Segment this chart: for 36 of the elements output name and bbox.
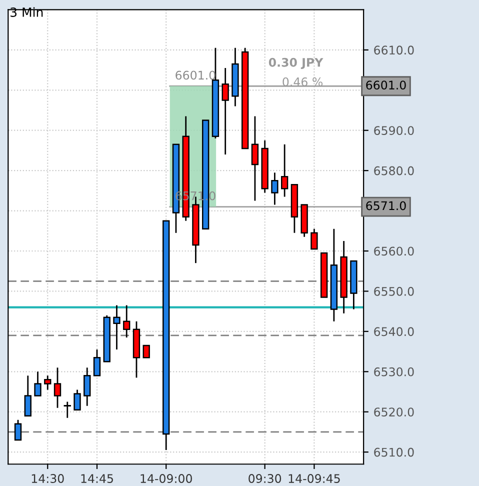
y-tick-label: 6560.0 bbox=[374, 246, 414, 256]
chart-title: 3 Min bbox=[10, 7, 43, 17]
y-tick-label: 6520.0 bbox=[374, 408, 414, 417]
y-tick-label: 6590.0 bbox=[374, 126, 414, 136]
y-tick-label: 6510.0 bbox=[374, 448, 414, 457]
x-tick-label: 14:45 bbox=[81, 474, 113, 483]
candlestick bbox=[93, 348, 101, 376]
candlestick bbox=[14, 419, 22, 441]
y-tick-label: 6540.0 bbox=[374, 327, 414, 336]
candlestick bbox=[113, 304, 120, 350]
candlestick bbox=[24, 374, 32, 417]
x-tick-label: 14-09:45 bbox=[288, 474, 340, 483]
candlestick bbox=[123, 304, 130, 338]
candlestick bbox=[251, 116, 259, 202]
candlestick bbox=[271, 172, 278, 206]
candlestick bbox=[280, 144, 288, 198]
y-tick-label: 6550.0 bbox=[374, 286, 414, 296]
candlestick bbox=[54, 366, 62, 409]
candlestick bbox=[44, 374, 52, 390]
y-tick-label: 6610.0 bbox=[374, 46, 414, 55]
x-tick-label: 14:30 bbox=[32, 474, 64, 483]
candlestick bbox=[142, 344, 150, 358]
ref-line-label: 6571.0 bbox=[366, 201, 406, 210]
candlestick bbox=[222, 67, 229, 156]
candlestick bbox=[74, 389, 81, 411]
ref-line-label: 6601.0 bbox=[366, 80, 406, 90]
x-tick-label: 14-09:00 bbox=[140, 474, 192, 483]
annotation: 0.30 JPY bbox=[268, 58, 324, 70]
x-tick-label: 09:30 bbox=[248, 474, 282, 483]
y-tick-label: 6530.0 bbox=[374, 367, 414, 376]
candlestick bbox=[310, 228, 318, 250]
y-tick-label: 6580.0 bbox=[374, 166, 414, 176]
annotation: 0.46 % bbox=[282, 77, 323, 86]
candlestick bbox=[34, 370, 42, 396]
candlestick bbox=[64, 401, 71, 419]
candlestick bbox=[84, 366, 91, 407]
